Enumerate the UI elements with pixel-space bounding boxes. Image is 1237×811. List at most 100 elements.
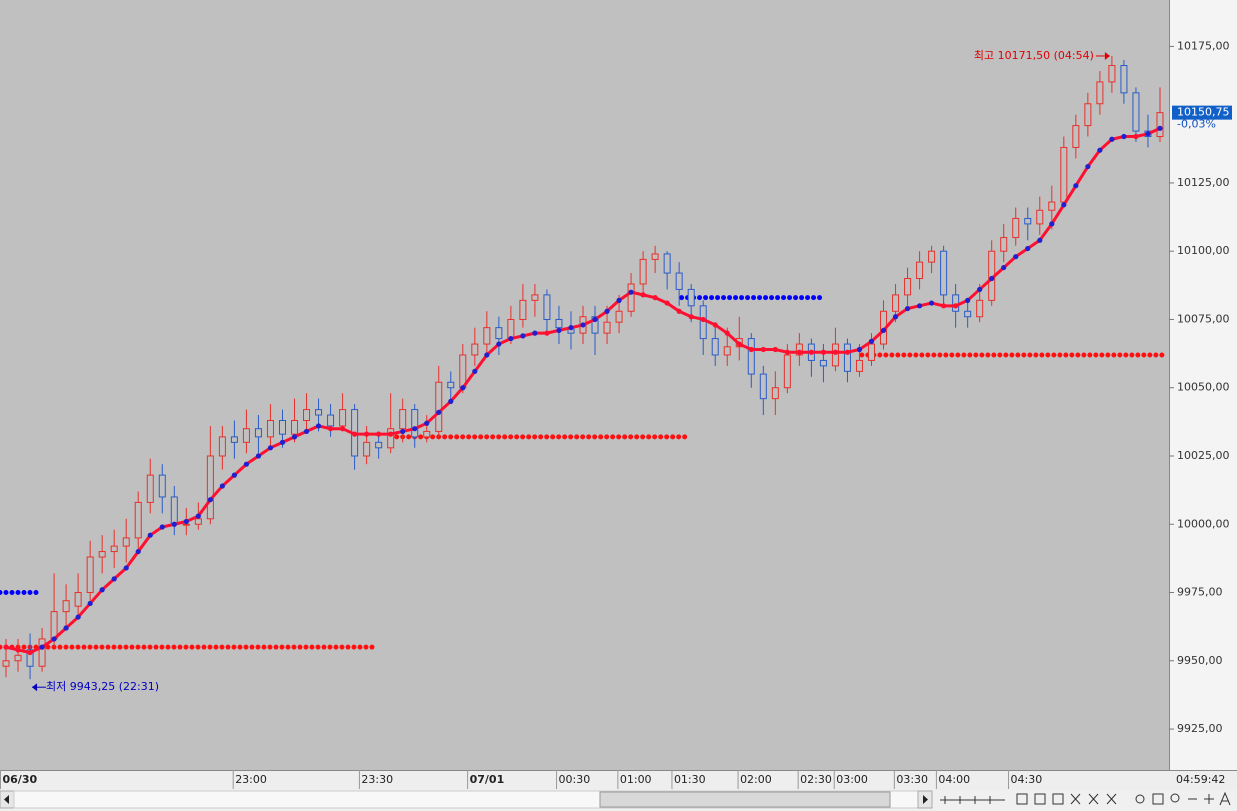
ma-dot bbox=[748, 346, 754, 353]
y-tick-label: 9975,00 bbox=[1177, 586, 1223, 599]
ma-dot bbox=[364, 431, 370, 437]
tool-icon[interactable] bbox=[1152, 793, 1164, 805]
ma-dot bbox=[916, 303, 923, 309]
x-tick-label: 04:30 bbox=[1011, 773, 1043, 786]
y-tick-label: 10025,00 bbox=[1177, 449, 1230, 462]
candle-body bbox=[110, 545, 118, 553]
x-tick-label: 02:30 bbox=[800, 773, 832, 786]
ma-dot bbox=[15, 647, 21, 653]
candle-body bbox=[471, 343, 479, 356]
candle-body bbox=[242, 428, 250, 443]
tool-icon[interactable] bbox=[1016, 793, 1028, 805]
ma-dot bbox=[941, 303, 947, 309]
ma-dot bbox=[1145, 131, 1151, 137]
candle-body bbox=[134, 501, 142, 539]
candle-body bbox=[747, 338, 755, 375]
x-tick-label: 06/30 bbox=[3, 773, 38, 786]
tool-icon[interactable] bbox=[1088, 793, 1099, 805]
tool-icon[interactable] bbox=[1070, 793, 1081, 805]
candle-body bbox=[495, 327, 503, 340]
x-tick-label: 03:00 bbox=[836, 773, 868, 786]
ma-dot bbox=[243, 461, 250, 467]
ma-dot bbox=[1001, 264, 1007, 271]
candle-body bbox=[831, 343, 839, 367]
y-tick-label: 9950,00 bbox=[1177, 654, 1223, 667]
font-icon[interactable] bbox=[1219, 791, 1231, 806]
ma-dot bbox=[820, 349, 827, 355]
x-tick-label: 03:30 bbox=[896, 773, 928, 786]
ma-dot bbox=[87, 600, 93, 607]
candle-body bbox=[303, 409, 311, 421]
ma-dot bbox=[3, 644, 9, 650]
x-tick-label: 02:00 bbox=[740, 773, 772, 786]
candle-body bbox=[1156, 112, 1164, 138]
candle-body bbox=[723, 346, 731, 356]
ma-dot bbox=[195, 513, 201, 519]
candle-body bbox=[1120, 65, 1128, 94]
ma-dot bbox=[1133, 133, 1139, 140]
plot-area bbox=[0, 0, 1169, 770]
plus-icon[interactable] bbox=[1204, 794, 1214, 804]
y-tick-label: 10100,00 bbox=[1177, 244, 1230, 257]
candle-body bbox=[663, 253, 671, 274]
ma-dot bbox=[315, 423, 322, 429]
candle-body bbox=[543, 294, 551, 320]
arrow-head bbox=[1104, 51, 1110, 60]
tool-icon[interactable] bbox=[1106, 793, 1117, 805]
tool-icon[interactable] bbox=[1052, 793, 1064, 805]
ma-dot bbox=[99, 587, 105, 593]
ma-dot bbox=[27, 649, 33, 656]
zoom-slider[interactable] bbox=[940, 796, 1005, 804]
candle-body bbox=[1012, 217, 1020, 239]
x-tick-label: 01:00 bbox=[620, 773, 652, 786]
y-axis-panel bbox=[1169, 0, 1237, 770]
ma-dot bbox=[640, 292, 646, 298]
candle-body bbox=[687, 288, 695, 307]
ma-dot bbox=[520, 333, 526, 339]
candle-body bbox=[1048, 201, 1056, 211]
y-tick-label: 9925,00 bbox=[1177, 722, 1223, 735]
ma-dot bbox=[808, 349, 814, 355]
ma-dot bbox=[892, 314, 899, 320]
candle-body bbox=[50, 611, 58, 640]
candle-body bbox=[519, 299, 527, 320]
ma-dot bbox=[868, 338, 875, 344]
candle-body bbox=[375, 441, 383, 449]
ma-dot bbox=[39, 644, 45, 650]
y-tick-label: 10075,00 bbox=[1177, 312, 1230, 325]
ma-dot bbox=[376, 431, 382, 437]
candle-body bbox=[507, 318, 515, 340]
ma-dot bbox=[832, 349, 839, 355]
scrollbar[interactable] bbox=[0, 790, 1237, 811]
tool-icon[interactable] bbox=[1034, 793, 1046, 805]
ma-dot bbox=[303, 428, 310, 435]
ma-dot bbox=[688, 314, 694, 320]
ma-dot bbox=[592, 316, 598, 323]
candle-body bbox=[1000, 237, 1008, 252]
scroll-thumb[interactable] bbox=[599, 791, 891, 808]
zoom-icon[interactable] bbox=[1170, 793, 1180, 803]
candle-body bbox=[855, 359, 863, 372]
x-tick-label: 04:00 bbox=[938, 773, 970, 786]
clock: 04:59:42 bbox=[1176, 773, 1225, 786]
candle-body bbox=[170, 496, 178, 525]
ma-dot bbox=[183, 518, 189, 525]
ma-dot bbox=[664, 300, 670, 306]
ma-dot bbox=[880, 327, 887, 333]
x-axis-panel bbox=[0, 770, 1237, 790]
ma-dot bbox=[111, 576, 117, 582]
last-change: -0,03% bbox=[1177, 118, 1216, 131]
arrow-head bbox=[32, 683, 38, 692]
candle-body bbox=[483, 327, 491, 345]
tool-icon[interactable] bbox=[1135, 794, 1145, 804]
candle-body bbox=[591, 316, 599, 334]
candle-body bbox=[964, 310, 972, 318]
y-tick-label: 10175,00 bbox=[1177, 39, 1230, 52]
ma-dot bbox=[1097, 147, 1103, 153]
ma-dot bbox=[796, 349, 802, 355]
ma-dot bbox=[628, 289, 634, 295]
candle-body bbox=[675, 272, 683, 290]
ma-dot bbox=[460, 385, 466, 391]
ma-dot bbox=[231, 472, 238, 478]
candle-body bbox=[555, 318, 563, 329]
